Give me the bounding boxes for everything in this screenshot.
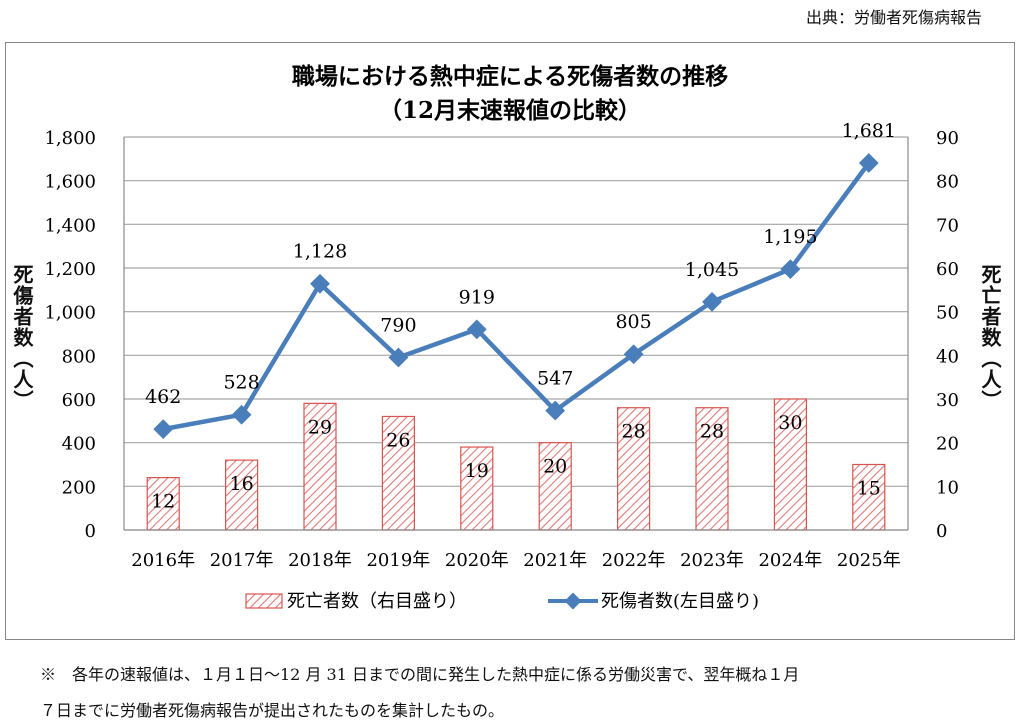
left-tick-label: 1,200	[44, 259, 96, 280]
right-tick-label: 40	[936, 346, 959, 367]
line-data-label: 1,195	[763, 226, 817, 248]
bar	[616, 407, 651, 531]
x-tick-label: 2019年	[366, 550, 430, 571]
x-tick-label: 2023年	[680, 550, 744, 571]
chart-frame	[5, 42, 1015, 640]
bar-data-label: 29	[308, 416, 332, 438]
line-data-label: 547	[537, 368, 573, 390]
bar	[773, 398, 808, 531]
right-tick-label: 90	[936, 128, 959, 149]
x-tick-label: 2021年	[523, 550, 587, 571]
line-point	[466, 319, 487, 340]
line-point	[231, 404, 252, 425]
left-tick-label: 1,600	[44, 172, 96, 193]
right-tick-label: 0	[936, 521, 947, 542]
legend-label-casualties: 死傷者数(左目盛り)	[601, 591, 759, 612]
bar-data-label: 16	[230, 473, 254, 495]
left-tick-label: 1,000	[44, 303, 96, 324]
left-tick-label: 1,400	[44, 215, 96, 236]
left-tick-label: 0	[85, 521, 96, 542]
bar	[146, 477, 180, 531]
left-tick-label: 800	[62, 346, 96, 367]
bar	[381, 415, 415, 531]
line-data-label: 462	[145, 386, 181, 408]
right-tick-label: 20	[936, 434, 959, 455]
right-tick-label: 50	[936, 303, 959, 324]
line-point	[310, 273, 330, 294]
bar	[695, 407, 729, 531]
legend-swatch-deaths	[245, 593, 283, 609]
left-tick-label: 600	[62, 390, 96, 411]
right-tick-label: 70	[936, 215, 959, 236]
x-tick-label: 2016年	[131, 550, 195, 571]
line-point	[545, 400, 566, 421]
line-point	[623, 344, 644, 365]
line-data-label: 1,681	[842, 120, 896, 142]
line-data-label: 1,128	[293, 241, 347, 263]
x-tick-label: 2022年	[602, 550, 666, 571]
bar-data-label: 28	[700, 421, 724, 443]
line-point	[780, 259, 801, 279]
footnote-line-2: ７日までに労働者死傷病報告が提出されたものを集計したもの。	[40, 701, 505, 720]
bar	[852, 463, 886, 531]
line-data-label: 919	[459, 286, 495, 308]
line-point	[153, 419, 174, 440]
left-tick-label: 1,800	[44, 128, 96, 149]
legend-label-deaths: 死亡者数（右目盛り）	[287, 591, 467, 612]
right-tick-label: 60	[936, 259, 959, 280]
right-tick-label: 80	[936, 172, 959, 193]
footnote-line-1: ※ 各年の速報値は、１月１日～12 月 31 日までの間に発生した熱中症に係る労…	[40, 665, 800, 684]
left-axis-title: 死傷者数（人）	[10, 264, 34, 411]
line-series	[162, 161, 871, 432]
bar	[225, 459, 259, 531]
x-tick-label: 2025年	[837, 550, 901, 571]
line-data-label: 790	[380, 315, 416, 337]
x-tick-label: 2020年	[445, 550, 509, 571]
bar-data-label: 26	[386, 429, 410, 451]
bar-data-label: 15	[857, 478, 881, 500]
line-point	[388, 347, 409, 368]
line-data-label: 805	[615, 311, 651, 333]
bar-data-label: 12	[151, 491, 175, 513]
line-data-label: 1,045	[685, 259, 739, 281]
right-tick-label: 30	[936, 390, 959, 411]
line-data-label: 528	[223, 372, 259, 394]
bar-data-label: 20	[543, 456, 567, 478]
line-point	[702, 291, 722, 312]
bar-data-label: 19	[465, 460, 489, 482]
left-tick-label: 200	[62, 477, 96, 498]
left-tick-label: 400	[62, 434, 96, 455]
chart-title: 職場における熱中症による死傷者数の推移	[292, 63, 728, 90]
x-tick-label: 2018年	[288, 550, 352, 571]
right-tick-label: 10	[936, 477, 959, 498]
chart-subtitle: （12月末速報値の比較）	[379, 97, 641, 124]
legend-marker-casualties	[564, 592, 582, 610]
bar-data-label: 28	[622, 421, 646, 443]
right-axis-title: 死亡者数（人）	[978, 264, 1002, 411]
bar-data-label: 30	[778, 412, 802, 434]
x-tick-label: 2024年	[758, 550, 822, 571]
x-tick-label: 2017年	[210, 550, 274, 571]
source-credit: 出典：労働者死傷病報告	[805, 8, 982, 27]
